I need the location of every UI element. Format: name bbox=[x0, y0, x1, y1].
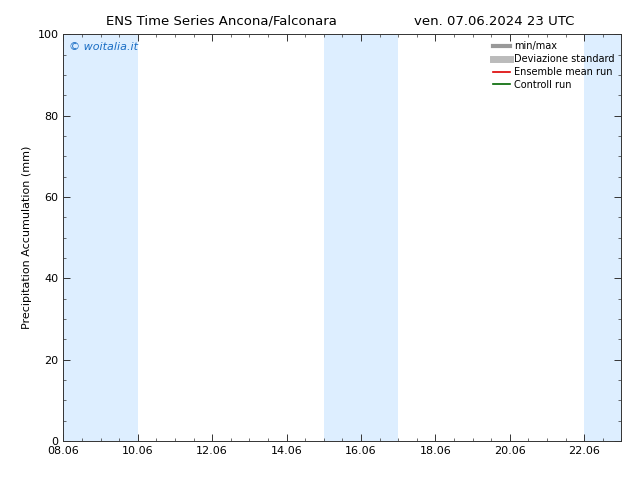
Y-axis label: Precipitation Accumulation (mm): Precipitation Accumulation (mm) bbox=[22, 146, 32, 329]
Bar bbox=[584, 34, 621, 441]
Legend: min/max, Deviazione standard, Ensemble mean run, Controll run: min/max, Deviazione standard, Ensemble m… bbox=[489, 37, 618, 94]
Text: ENS Time Series Ancona/Falconara: ENS Time Series Ancona/Falconara bbox=[107, 15, 337, 28]
Text: ven. 07.06.2024 23 UTC: ven. 07.06.2024 23 UTC bbox=[415, 15, 574, 28]
Bar bbox=[324, 34, 398, 441]
Text: © woitalia.it: © woitalia.it bbox=[69, 43, 138, 52]
Bar bbox=[63, 34, 138, 441]
